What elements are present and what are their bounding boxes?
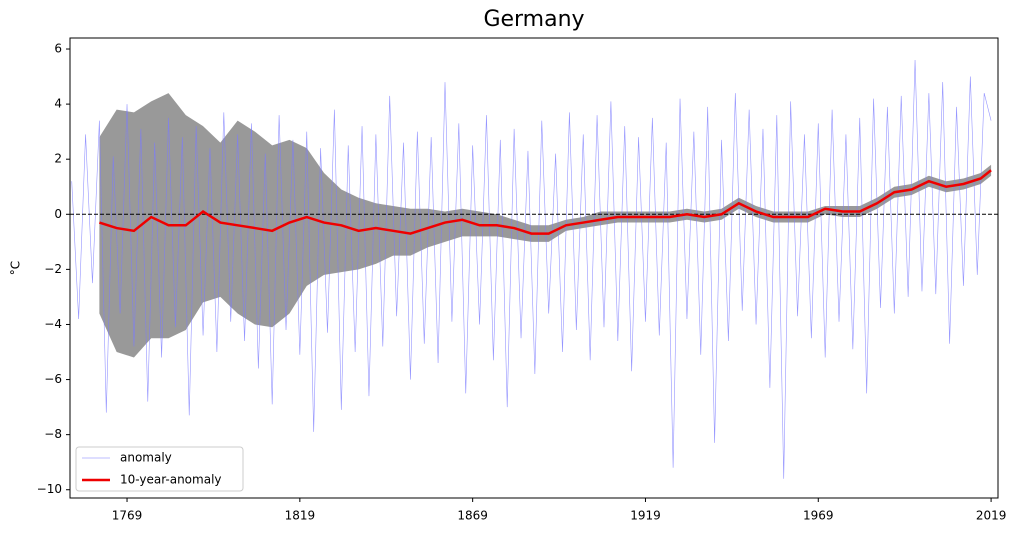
y-tick-label: −10 [37, 482, 62, 496]
x-tick-label: 1919 [630, 509, 661, 523]
chart-title: Germany [483, 7, 584, 32]
y-tick-label: 2 [54, 152, 62, 166]
y-tick-label: −6 [44, 372, 62, 386]
y-tick-label: 4 [54, 97, 62, 111]
plot-area [70, 60, 998, 479]
series-line [71, 60, 992, 479]
y-tick-label: 6 [54, 42, 62, 56]
y-tick-label: −4 [44, 317, 62, 331]
series-line [98, 169, 992, 235]
x-tick-label: 1819 [285, 509, 316, 523]
legend-frame [75, 446, 244, 492]
legend-label: anomaly [120, 451, 172, 465]
x-tick-label: 1769 [112, 509, 143, 523]
y-tick-label: −8 [44, 427, 62, 441]
plot-frame [69, 37, 999, 499]
y-tick-label: −2 [44, 262, 62, 276]
x-tick-label: 1969 [803, 509, 834, 523]
y-axis-label: °C [9, 261, 23, 275]
legend-label: 10-year-anomaly [120, 473, 222, 487]
y-tick-label: 0 [54, 207, 62, 221]
legend: anomaly 10-year-anomaly [75, 446, 244, 492]
x-tick-label: 2019 [976, 509, 1007, 523]
x-tick-label: 1869 [457, 509, 488, 523]
